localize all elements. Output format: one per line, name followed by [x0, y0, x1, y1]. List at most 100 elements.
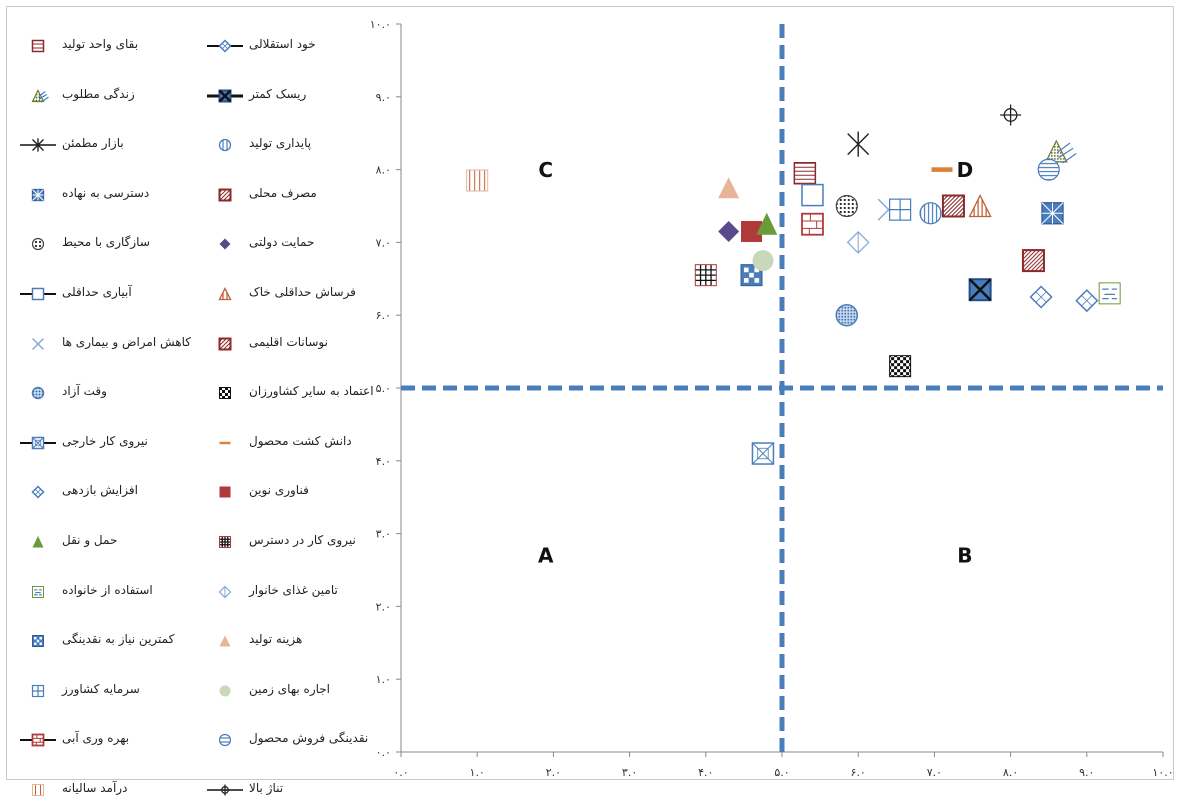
data-point-5	[847, 131, 870, 157]
legend-label: پایداری تولید	[249, 136, 312, 151]
legend-marker-icon	[219, 635, 231, 647]
y-tick-label: ۶.۰	[376, 309, 391, 322]
legend-marker-icon	[218, 188, 232, 202]
legend-label: بازار مطمئن	[62, 136, 124, 151]
legend-item: فرساش حداقلی خاک	[205, 283, 385, 305]
data-point-32	[1000, 104, 1022, 126]
legend-label: کاهش امراض و بیماری ها	[62, 334, 191, 349]
legend-label: افزایش بازدهی	[62, 483, 138, 498]
legend-item: بقای واحد تولید	[18, 35, 198, 57]
legend-marker-icon	[207, 89, 243, 103]
y-tick-label: ۵.۰	[376, 382, 391, 395]
data-point-16	[889, 355, 912, 378]
x-tick-label: ۸.۰	[1003, 766, 1018, 779]
legend-item: کمترین نیاز به نقدینگی	[18, 630, 198, 652]
legend-marker-icon	[218, 585, 232, 598]
legend-item: مصرف محلی	[205, 184, 385, 206]
legend-label: کمترین نیاز به نقدینگی	[62, 632, 175, 647]
legend-label: زندگی مطلوب	[62, 86, 135, 101]
legend-marker-icon	[31, 485, 45, 499]
x-tick-label: ۴.۰	[698, 766, 713, 779]
legend-label: نیروی کار خارجی	[62, 433, 148, 448]
legend-marker-icon	[31, 238, 45, 251]
data-point-17	[751, 442, 775, 465]
y-tick-label: ۴.۰	[376, 455, 391, 468]
legend-label: وقت آزاد	[62, 384, 107, 399]
x-tick-label: ۱.۰	[470, 766, 485, 779]
legend-label: دسترسی به نهاده	[62, 185, 150, 200]
legend-label: دانش کشت محصول	[249, 433, 352, 448]
legend-marker-icon	[219, 441, 231, 445]
legend-label: نیروی کار در دسترس	[249, 533, 356, 547]
legend-marker-icon	[219, 685, 231, 697]
legend-marker-icon	[32, 337, 44, 350]
legend-item: اجاره بهای زمین	[205, 680, 385, 702]
x-tick-label: ۹.۰	[1079, 766, 1094, 779]
data-point-24	[846, 231, 870, 254]
legend-marker-icon	[32, 585, 44, 598]
x-tick-label: ۶.۰	[851, 766, 866, 779]
legend-item: کاهش امراض و بیماری ها	[18, 333, 198, 355]
quadrant-label-b: B	[957, 544, 972, 568]
x-tick-label: ۷.۰	[927, 766, 942, 779]
legend-label: حمل و نقل	[62, 533, 118, 547]
legend-label: ریسک کمتر	[249, 86, 307, 101]
legend-item: نیروی کار خارجی	[18, 432, 198, 454]
legend-marker-icon	[20, 733, 56, 747]
legend-item: آبیاری حداقلی	[18, 283, 198, 305]
legend-marker-icon	[31, 386, 45, 400]
y-tick-label: ۳.۰	[376, 528, 391, 541]
legend-item: استفاده از خانواده	[18, 581, 198, 603]
legend-label: سازگاری با محیط	[62, 235, 150, 250]
legend-marker-icon	[219, 387, 231, 400]
x-tick-label: ۱۰.۰	[1152, 766, 1173, 779]
legend-item: نقدینگی فروش محصول	[205, 729, 385, 751]
legend-item: زندگی مطلوب	[18, 85, 198, 107]
x-tick-label: ۵.۰	[774, 766, 789, 779]
legend-item: سرمایه کشاورز	[18, 680, 198, 702]
legend-item: نیروی کار در دسترس	[205, 531, 385, 553]
legend-marker-icon	[219, 486, 231, 498]
data-point-14	[941, 194, 965, 218]
legend-item: دسترسی به نهاده	[18, 184, 198, 206]
legend-label: آبیاری حداقلی	[62, 285, 132, 299]
legend-label: بهره وری آبی	[62, 731, 130, 746]
chart-legend: بقای واحد تولید زندگی مطلوب بازار مطمئن دست…	[0, 0, 380, 796]
data-point-9	[835, 194, 858, 218]
quadrant-label-a: A	[538, 544, 554, 568]
legend-marker-icon	[207, 39, 243, 53]
y-tick-label: ۱.۰	[376, 673, 391, 686]
data-point-6	[919, 202, 942, 225]
legend-label: خود استقلالی	[249, 37, 316, 51]
data-point-25	[740, 264, 763, 287]
legend-item: حمایت دولتی	[205, 233, 385, 255]
data-point-2	[1075, 289, 1099, 313]
legend-label: نقدینگی فروش محصول	[249, 731, 369, 746]
data-point-4	[968, 278, 992, 302]
data-point-18	[931, 167, 953, 172]
legend-label: تامین غذای خانوار	[249, 582, 338, 597]
legend-item: بازار مطمئن	[18, 134, 198, 156]
data-point-12	[968, 194, 992, 218]
legend-marker-icon	[20, 287, 56, 301]
data-point-19	[1029, 285, 1053, 309]
y-tick-label: ۱۰.۰	[370, 18, 391, 31]
data-point-7	[1041, 202, 1064, 225]
legend-marker-icon	[218, 287, 232, 301]
y-tick-label: ۲.۰	[376, 600, 391, 613]
legend-marker-icon	[218, 139, 232, 152]
legend-item: اعتماد به سایر کشاورزان	[205, 382, 385, 404]
legend-item: تامین غذای خانوار	[205, 581, 385, 603]
legend-item: هزینه تولید	[205, 630, 385, 652]
legend-label: فناوری نوین	[249, 483, 309, 498]
legend-label: بقای واحد تولید	[62, 37, 139, 51]
data-point-28	[752, 250, 774, 272]
chart-frame	[6, 6, 1174, 780]
legend-label: نوسانات اقلیمی	[249, 334, 328, 349]
legend-marker-icon	[218, 734, 232, 747]
legend-marker-icon	[219, 536, 231, 548]
legend-item: نوسانات اقلیمی	[205, 333, 385, 355]
data-point-20	[741, 220, 763, 242]
data-point-11	[801, 183, 824, 207]
